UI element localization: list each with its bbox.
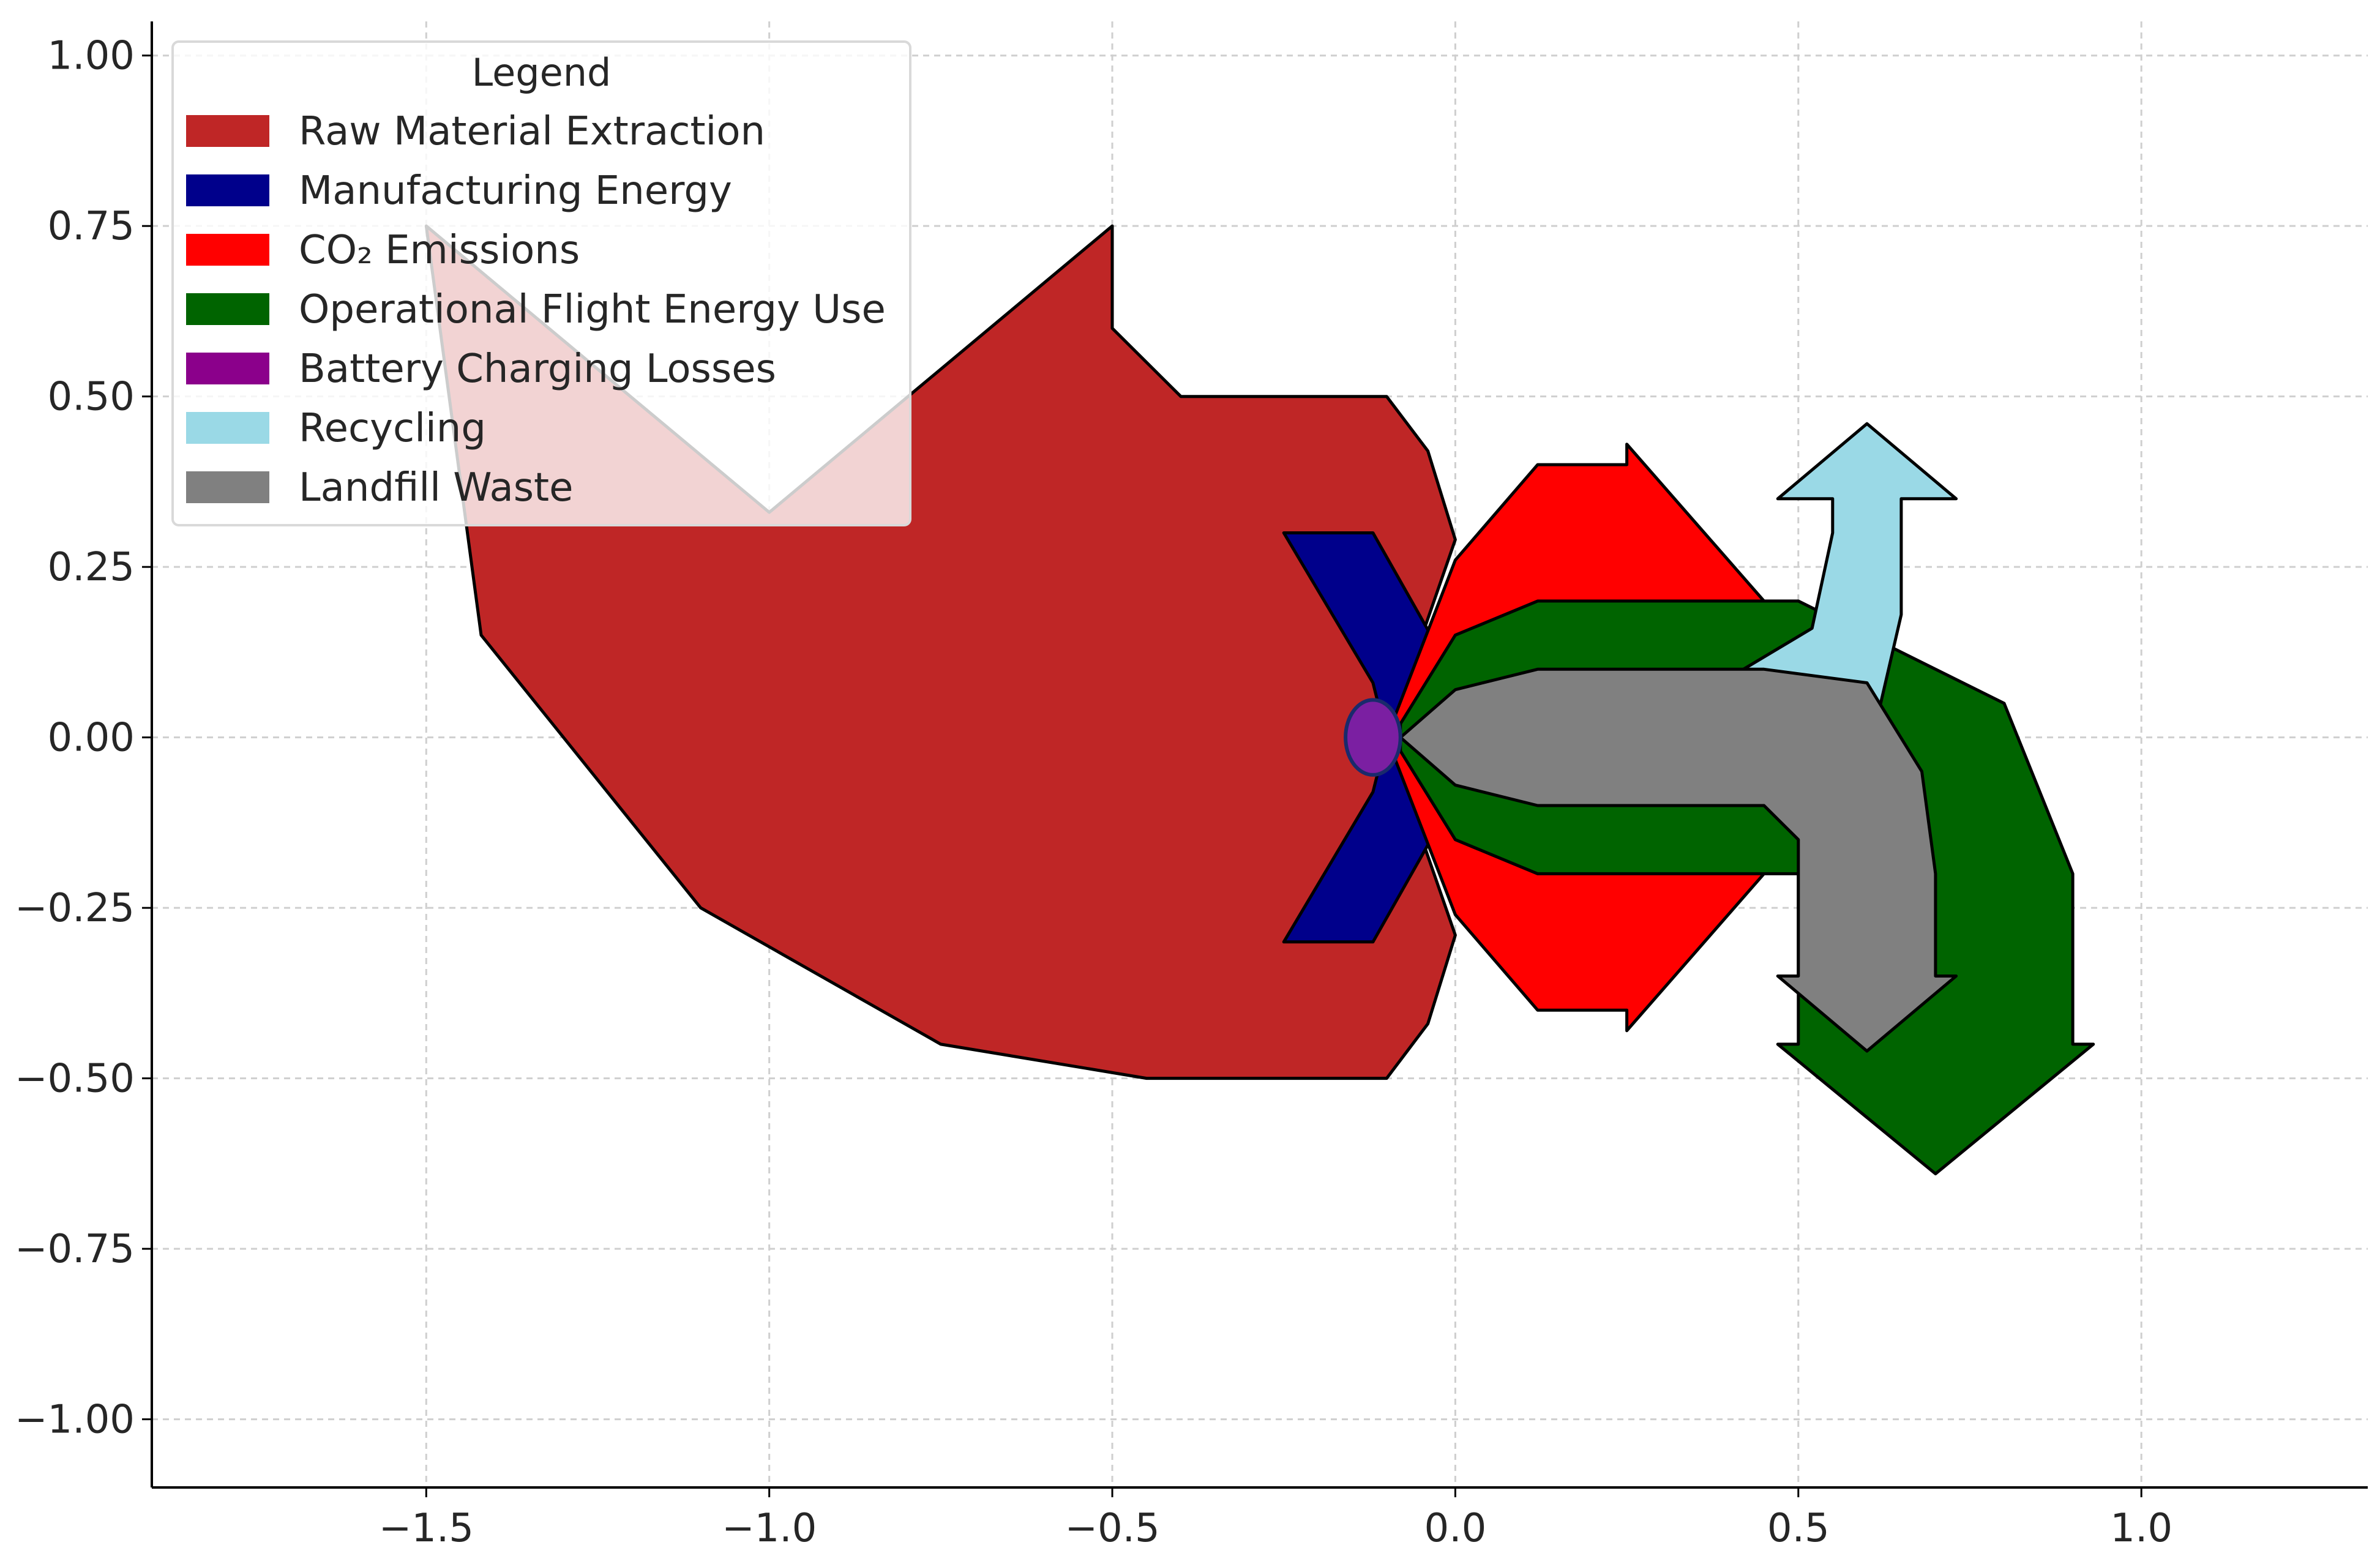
- flow-landfill-waste: [1399, 667, 1958, 1053]
- flow-battery-charging-losses: [1344, 698, 1402, 777]
- legend-entries: Raw Material Extraction Manufacturing Ene…: [186, 109, 886, 511]
- legend-label-manufacturing-energy: Manufacturing Energy: [299, 168, 732, 214]
- x-tick-label-5: 1.0: [2110, 1506, 2172, 1545]
- legend-box: [171, 40, 911, 526]
- legend-label-operational-flight-energy-use: Operational Flight Energy Use: [299, 287, 886, 332]
- x-tick-label-2: −0.5: [1065, 1506, 1159, 1545]
- legend-title: Legend: [472, 50, 612, 95]
- legend-swatch-battery-charging-losses: [186, 353, 269, 384]
- axes: [142, 21, 2368, 1497]
- legend-label-landfill-waste: Landfill Waste: [299, 465, 574, 511]
- legend-swatch-co-emissions: [186, 234, 269, 266]
- y-tick-label-0: 1.00: [48, 34, 135, 79]
- x-tick-label-1: −1.0: [722, 1506, 817, 1545]
- x-tick-label-4: 0.5: [1767, 1506, 1830, 1545]
- y-tick-label-5: −0.25: [15, 886, 135, 931]
- legend: Legend Raw Material Extraction Manufactur…: [171, 40, 911, 526]
- legend-label-battery-charging-losses: Battery Charging Losses: [299, 346, 776, 392]
- y-tick-label-4: 0.00: [48, 716, 135, 761]
- y-tick-label-1: 0.75: [48, 204, 135, 249]
- x-tick-label-3: 0.0: [1424, 1506, 1487, 1545]
- legend-swatch-manufacturing-energy: [186, 174, 269, 206]
- y-tick-label-7: −0.75: [15, 1227, 135, 1272]
- legend-label-raw-material-extraction: Raw Material Extraction: [299, 109, 765, 154]
- legend-label-recycling: Recycling: [299, 406, 486, 451]
- flows: [424, 224, 2095, 1176]
- x-tick-label-0: −1.5: [379, 1506, 474, 1545]
- y-tick-label-3: 0.25: [48, 545, 135, 590]
- tick-labels: −1.5 −1.0 −0.5 0.0 0.5 1.0 1.00 0.75 0.50 0.25 0.0…: [15, 34, 2172, 1545]
- y-tick-label-2: 0.50: [48, 375, 135, 420]
- y-tick-label-6: −0.50: [15, 1057, 135, 1102]
- y-tick-label-8: −1.00: [15, 1397, 135, 1443]
- legend-swatch-operational-flight-energy-use: [186, 293, 269, 325]
- legend-swatch-landfill-waste: [186, 471, 269, 503]
- legend-label-co-emissions: CO₂ Emissions: [299, 228, 580, 273]
- legend-swatch-recycling: [186, 412, 269, 444]
- legend-swatch-raw-material-extraction: [186, 115, 269, 147]
